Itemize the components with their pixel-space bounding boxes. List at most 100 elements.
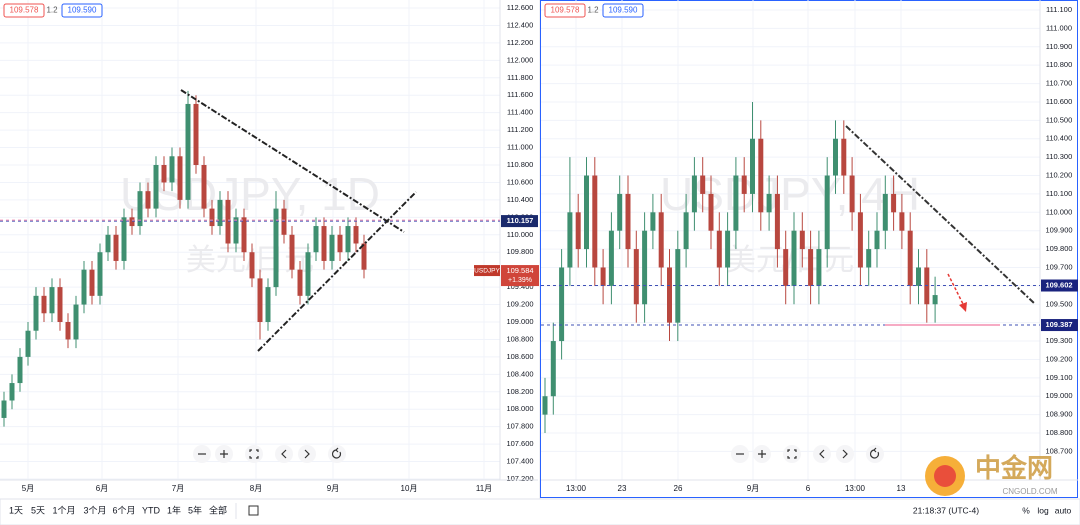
candle-body bbox=[89, 269, 95, 296]
y-tick-label: 111.800 bbox=[507, 73, 533, 82]
y-tick-label: 110.800 bbox=[507, 160, 534, 169]
y-tick-label: 109.700 bbox=[1045, 262, 1072, 271]
price-label-box bbox=[1041, 279, 1078, 292]
scale-option[interactable]: % bbox=[1022, 505, 1030, 515]
watermark: USDJPY, 4H bbox=[660, 168, 920, 220]
x-tick-label: 9月 bbox=[747, 484, 759, 493]
control-button[interactable] bbox=[245, 445, 263, 463]
candle-body bbox=[209, 208, 215, 227]
candle-body bbox=[161, 165, 167, 183]
y-tick-label: 111.100 bbox=[1046, 5, 1072, 14]
arrow bbox=[947, 273, 965, 307]
range-button[interactable]: 6个月 bbox=[112, 505, 135, 515]
candle-body bbox=[281, 208, 287, 235]
candle-body bbox=[932, 295, 938, 305]
y-tick-label: 108.400 bbox=[506, 369, 533, 378]
watermark: USDJPY, 1D bbox=[120, 168, 380, 220]
control-button[interactable] bbox=[298, 445, 316, 463]
control-button[interactable] bbox=[328, 445, 346, 463]
control-icon bbox=[819, 449, 825, 459]
y-tick-label: 111.000 bbox=[1046, 23, 1072, 32]
y-tick-label: 110.000 bbox=[1046, 207, 1073, 216]
range-button[interactable]: 1个月 bbox=[52, 505, 75, 515]
candle-body bbox=[345, 226, 351, 253]
scale-option[interactable]: log bbox=[1037, 505, 1049, 515]
y-tick-label: 110.300 bbox=[1046, 152, 1073, 161]
y-tick-label: 112.600 bbox=[507, 3, 534, 12]
active-frame bbox=[540, 0, 1078, 498]
control-button[interactable] bbox=[275, 445, 293, 463]
control-icon bbox=[842, 449, 848, 459]
candle-body bbox=[766, 193, 772, 213]
candle-body bbox=[273, 208, 279, 288]
y-tick-label: 108.800 bbox=[1045, 428, 1072, 437]
trend-line bbox=[845, 125, 1035, 304]
price-label: 110.157 bbox=[507, 216, 534, 225]
y-tick-label: 110.600 bbox=[507, 177, 534, 186]
control-button[interactable] bbox=[783, 445, 801, 463]
range-button[interactable]: 全部 bbox=[209, 504, 227, 515]
candle-body bbox=[733, 175, 739, 231]
y-tick-label: 110.800 bbox=[1046, 60, 1073, 69]
y-tick-label: 109.100 bbox=[1045, 373, 1072, 382]
candle-body bbox=[608, 230, 614, 286]
y-tick-label: 111.400 bbox=[507, 108, 533, 117]
candle-body bbox=[841, 138, 847, 176]
x-tick-label: 5月 bbox=[22, 484, 34, 493]
arrow-head bbox=[959, 302, 967, 312]
y-tick-label: 112.200 bbox=[507, 38, 534, 47]
range-button[interactable]: 1天 bbox=[9, 505, 23, 515]
candle-body bbox=[185, 103, 191, 200]
candle-body bbox=[105, 234, 111, 253]
y-tick-label: 109.000 bbox=[506, 317, 533, 326]
candle-body bbox=[650, 212, 656, 231]
range-button[interactable]: YTD bbox=[142, 505, 161, 515]
candle-body bbox=[716, 230, 722, 268]
candle-body bbox=[321, 226, 327, 261]
y-tick-label: 108.900 bbox=[1045, 410, 1072, 419]
candle-body bbox=[750, 138, 755, 194]
y-tick-label: 107.800 bbox=[506, 422, 533, 431]
scale-option[interactable]: auto bbox=[1055, 505, 1072, 515]
control-button[interactable] bbox=[866, 445, 884, 463]
y-tick-label: 109.200 bbox=[1045, 354, 1072, 363]
range-button[interactable]: 5天 bbox=[31, 505, 45, 515]
x-tick-label: 9月 bbox=[327, 484, 339, 493]
spread: 1.2 bbox=[587, 6, 599, 15]
control-icon bbox=[220, 450, 228, 458]
candle-body bbox=[289, 234, 295, 270]
ask: 109.590 bbox=[68, 6, 97, 15]
x-tick-label: 11月 bbox=[476, 484, 492, 493]
candle-body bbox=[874, 230, 880, 250]
candle-body bbox=[567, 212, 573, 268]
x-tick-label: 6月 bbox=[96, 484, 108, 493]
control-button[interactable] bbox=[836, 445, 854, 463]
candle-body bbox=[584, 175, 589, 250]
calendar-icon[interactable] bbox=[248, 505, 259, 516]
range-button[interactable]: 1年 bbox=[167, 504, 181, 515]
candle-body bbox=[17, 356, 23, 384]
clock: 21:18:37 (UTC-4) bbox=[913, 505, 979, 515]
candle-body bbox=[33, 295, 39, 331]
candle-body bbox=[758, 138, 764, 213]
trend-line bbox=[257, 191, 417, 352]
y-tick-label: 110.700 bbox=[1046, 79, 1073, 88]
x-tick-label: 8月 bbox=[250, 484, 262, 493]
price-label: 109.602 bbox=[1045, 280, 1072, 289]
candle-body bbox=[683, 212, 689, 250]
candle-body bbox=[849, 175, 855, 213]
range-button[interactable]: 5年 bbox=[188, 504, 202, 515]
candle-body bbox=[816, 249, 822, 286]
candle-body bbox=[57, 287, 63, 322]
candle-body bbox=[249, 252, 255, 279]
candle-body bbox=[667, 267, 672, 323]
control-button[interactable] bbox=[813, 445, 831, 463]
candle-body bbox=[866, 249, 872, 268]
bid: 109.578 bbox=[551, 6, 580, 15]
y-tick-label: 107.600 bbox=[506, 439, 533, 448]
candle-body bbox=[907, 230, 913, 286]
candle-body bbox=[9, 383, 15, 401]
candle-body bbox=[799, 230, 805, 250]
range-button[interactable]: 3个月 bbox=[83, 505, 106, 515]
